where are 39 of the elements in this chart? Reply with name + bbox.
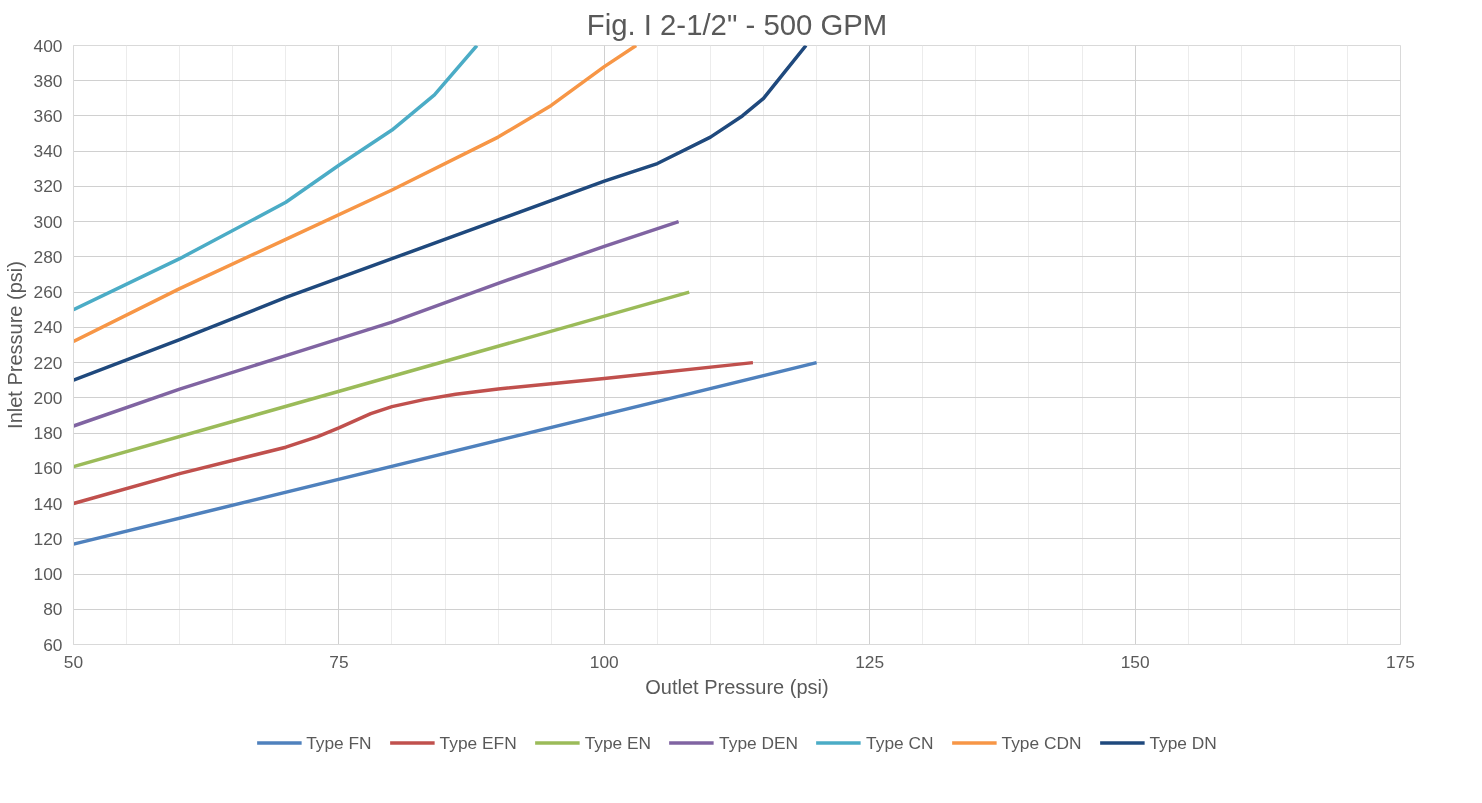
legend-label: Type CDN bbox=[1001, 732, 1082, 753]
x-tick-label: 75 bbox=[329, 651, 349, 672]
y-tick-label: 180 bbox=[33, 423, 63, 444]
y-tick-label: 240 bbox=[33, 317, 63, 338]
y-tick-label: 220 bbox=[33, 352, 63, 373]
y-tick-label: 140 bbox=[33, 493, 63, 514]
y-tick-label: 60 bbox=[43, 634, 63, 655]
y-tick-label: 400 bbox=[33, 35, 63, 56]
x-tick-label: 150 bbox=[1120, 651, 1150, 672]
y-tick-label: 340 bbox=[33, 141, 63, 162]
line-series bbox=[73, 45, 638, 344]
y-tick-label: 120 bbox=[33, 528, 63, 549]
line-series bbox=[73, 45, 808, 382]
line-series bbox=[73, 45, 479, 312]
legend-label: Type DEN bbox=[719, 732, 799, 753]
legend-label: Type FN bbox=[306, 732, 372, 753]
y-tick-label: 380 bbox=[33, 70, 63, 91]
x-tick-label: 125 bbox=[855, 651, 885, 672]
y-tick-label: 260 bbox=[33, 282, 63, 303]
y-tick-label: 160 bbox=[33, 458, 63, 479]
legend-label: Type EN bbox=[584, 732, 652, 753]
x-tick-label: 50 bbox=[63, 651, 84, 672]
chart-title: Fig. I 2-1/2" - 500 GPM bbox=[586, 7, 888, 41]
line-series bbox=[73, 219, 681, 428]
y-tick-label: 100 bbox=[33, 564, 63, 585]
y-axis-title: Inlet Pressure (psi) bbox=[3, 261, 26, 429]
y-tick-label: 300 bbox=[33, 211, 63, 232]
legend-label: Type CN bbox=[866, 732, 934, 753]
x-axis-title: Outlet Pressure (psi) bbox=[645, 675, 829, 698]
y-tick-label: 80 bbox=[43, 599, 63, 620]
y-tick-label: 360 bbox=[33, 105, 63, 126]
y-tick-label: 280 bbox=[33, 246, 63, 267]
y-tick-label: 200 bbox=[33, 387, 63, 408]
x-tick-label: 175 bbox=[1386, 651, 1415, 672]
x-tick-label: 100 bbox=[589, 651, 619, 672]
y-tick-label: 320 bbox=[33, 176, 63, 197]
line-series bbox=[73, 360, 755, 506]
legend-label: Type DN bbox=[1149, 732, 1217, 753]
legend-label: Type EFN bbox=[439, 732, 517, 753]
